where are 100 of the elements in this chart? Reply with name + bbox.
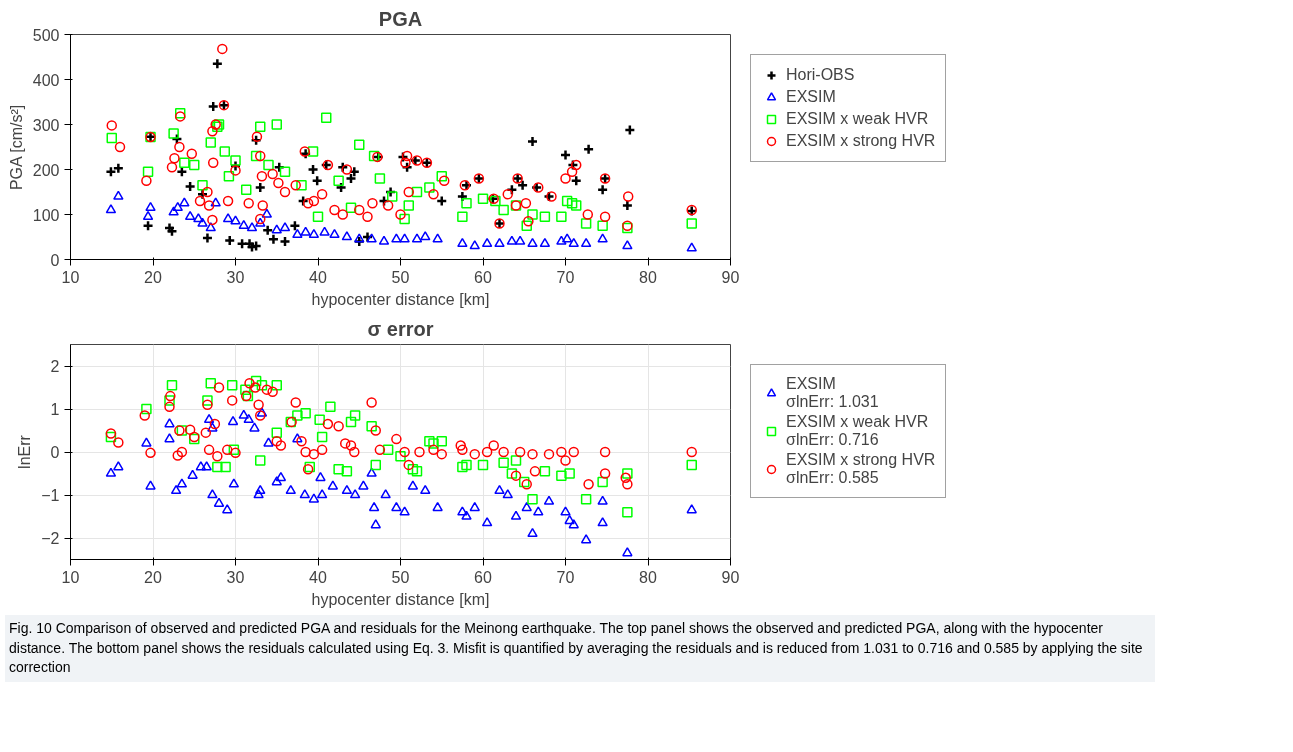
point	[432, 233, 443, 243]
point	[686, 459, 697, 471]
point	[686, 242, 697, 252]
x-tick-label: 70	[556, 568, 575, 586]
point	[105, 204, 117, 214]
point	[424, 436, 435, 447]
point	[172, 201, 183, 212]
y-tick-label: 400	[32, 71, 60, 89]
point	[189, 159, 200, 171]
x-tick-label: 70	[556, 268, 575, 286]
point	[349, 410, 361, 421]
point	[366, 233, 377, 243]
point	[424, 182, 435, 193]
y-axis-title: PGA [cm/s²]	[7, 104, 25, 191]
x-tick-label: 20	[144, 268, 162, 286]
point	[329, 228, 340, 239]
y-tick-label: −2	[41, 530, 60, 547]
point	[686, 218, 697, 229]
point	[263, 159, 274, 171]
point	[271, 380, 282, 391]
point	[420, 231, 431, 241]
point	[141, 403, 152, 415]
point	[308, 228, 320, 239]
point	[341, 466, 353, 477]
y-tick-label: 0	[50, 444, 60, 461]
point	[566, 198, 578, 209]
x-tick-label: 60	[474, 268, 492, 286]
point	[354, 233, 365, 243]
point	[279, 166, 291, 177]
x-axis-title: hypocenter distance [km]	[311, 590, 490, 608]
legend-label: EXSIM	[786, 88, 836, 106]
x-tick-label: 50	[391, 568, 410, 586]
point	[113, 190, 124, 200]
point	[568, 237, 579, 248]
x-tick-label: 90	[721, 268, 740, 286]
point	[333, 463, 344, 475]
point	[498, 204, 509, 216]
point	[436, 436, 447, 447]
point	[597, 233, 608, 243]
caption: Fig. 10 Comparison of observed and predicted PGA and residuals for the Meinong earthquake. The top panel shows the observed and predicted PGA, along with the hypocenter distance. The bottom panel shows the residuals calculated using Eq. 3. Misfit is quantified by averaging the residuals and is reduced from 1.031 to 0.716 and 0.585 by applying the site correction	[9, 619, 1144, 678]
point	[428, 438, 439, 449]
legend-label: EXSIM x weak HVR	[786, 110, 929, 128]
point	[556, 470, 567, 481]
point	[561, 195, 573, 207]
point	[527, 237, 538, 248]
point	[556, 211, 567, 222]
point	[521, 220, 532, 231]
point	[193, 213, 204, 223]
x-tick-label: 20	[144, 568, 162, 586]
point	[469, 240, 480, 250]
x-tick-label: 60	[474, 568, 492, 586]
point	[539, 211, 551, 222]
point	[314, 414, 325, 425]
y-tick-label: 0	[50, 251, 60, 269]
point	[407, 463, 419, 475]
point	[370, 459, 381, 471]
point	[506, 468, 518, 479]
point	[296, 180, 307, 191]
point	[212, 461, 223, 473]
y-tick-label: 100	[32, 206, 60, 224]
point	[622, 468, 633, 479]
point	[312, 211, 324, 222]
point	[205, 137, 216, 148]
y-tick-label: 200	[32, 161, 60, 179]
point	[461, 198, 472, 209]
point	[240, 384, 251, 395]
legend-label: EXSIM x strong HVR σlnErr: 0.585	[786, 451, 936, 487]
point	[399, 233, 410, 243]
point	[240, 184, 252, 195]
point	[226, 380, 238, 391]
point	[255, 217, 266, 227]
x-tick-label: 30	[226, 568, 245, 586]
point	[179, 197, 190, 207]
point	[292, 410, 303, 421]
point	[179, 157, 190, 168]
point	[255, 121, 266, 132]
point	[411, 233, 423, 243]
point	[539, 237, 551, 248]
point	[395, 451, 406, 462]
y-tick-label: 300	[32, 116, 60, 134]
point	[238, 219, 249, 230]
point	[168, 206, 179, 216]
legend-label: EXSIM x strong HVR	[786, 132, 936, 150]
chart-title: σ error	[367, 317, 434, 340]
point	[461, 459, 472, 471]
y-tick-label: 2	[50, 358, 60, 375]
point	[166, 380, 178, 391]
point	[345, 202, 357, 213]
point	[481, 237, 493, 248]
point	[506, 235, 518, 245]
point	[333, 175, 344, 186]
point	[354, 139, 365, 150]
y-tick-label: 500	[32, 26, 60, 44]
point	[256, 380, 268, 391]
point	[279, 222, 291, 232]
point	[325, 401, 336, 413]
point	[271, 224, 282, 234]
point	[184, 210, 196, 221]
point	[250, 150, 262, 162]
point	[341, 231, 353, 241]
